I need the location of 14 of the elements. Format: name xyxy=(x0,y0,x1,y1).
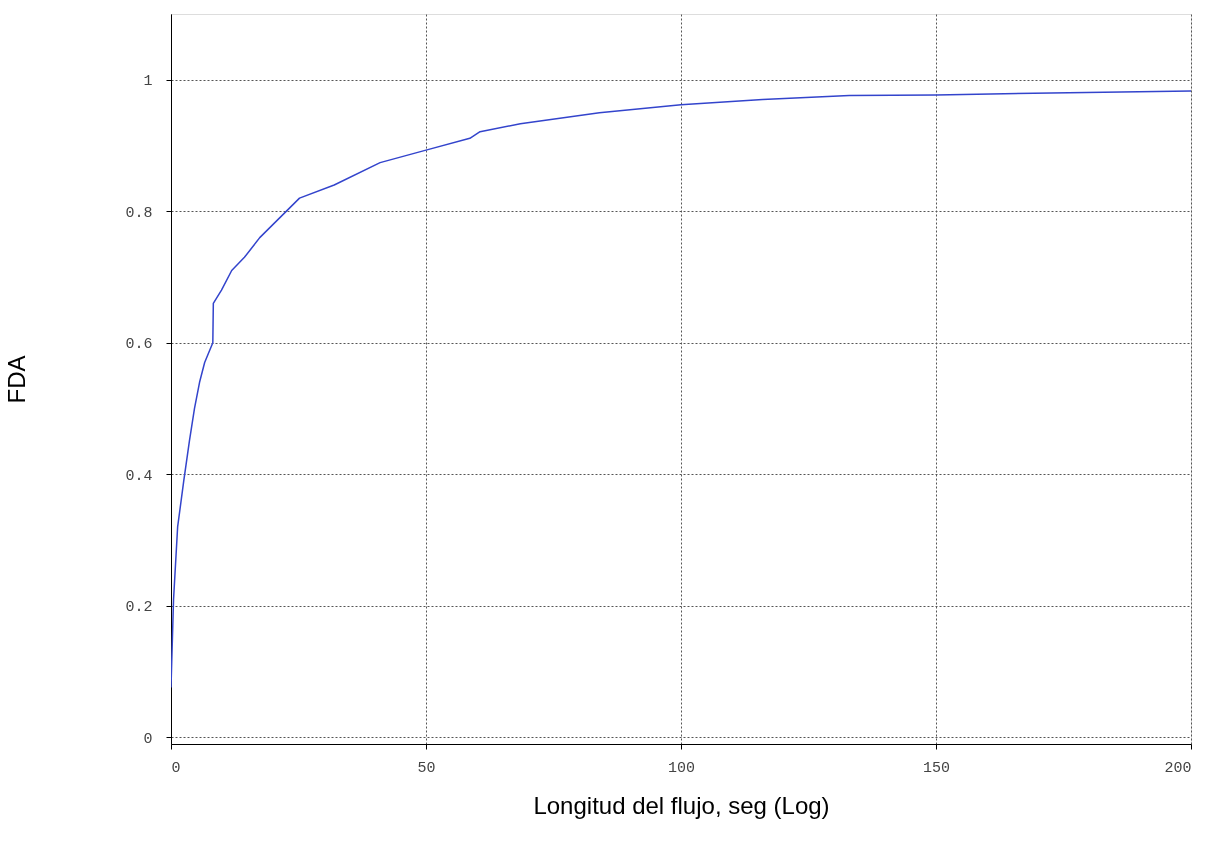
y-tick-label: 1 xyxy=(143,73,153,91)
x-axis-title: Longitud del flujo, seg (Log) xyxy=(533,791,830,819)
x-tick-label: 100 xyxy=(667,759,696,777)
x-tick-label: 0 xyxy=(171,759,181,777)
line-series xyxy=(171,90,1191,689)
x-tick-label: 150 xyxy=(922,759,951,777)
y-tick-label: 0.2 xyxy=(125,599,153,617)
y-axis-title: FDA xyxy=(3,355,31,404)
y-tick-label: 0.8 xyxy=(125,204,153,222)
x-tick-label: 50 xyxy=(417,759,436,777)
y-tick-label: 0 xyxy=(143,730,153,748)
y-tick-label: 0.4 xyxy=(125,467,153,485)
x-tick-label: 200 xyxy=(1164,759,1192,777)
y-tick-label: 0.6 xyxy=(125,336,153,354)
